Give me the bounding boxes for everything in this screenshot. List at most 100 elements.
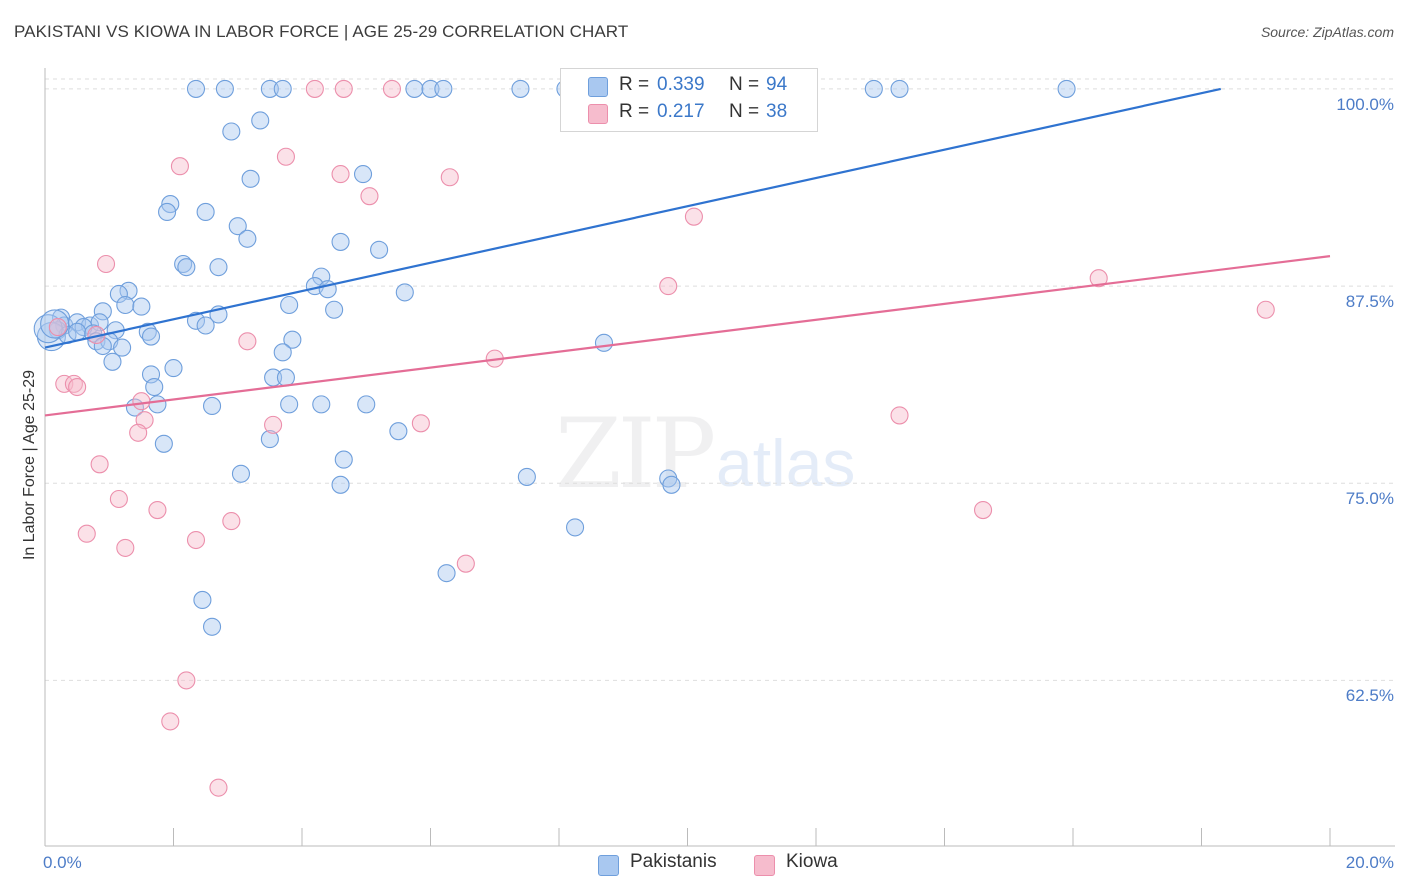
pakistanis-point bbox=[203, 396, 222, 416]
pakistanis-point bbox=[260, 79, 279, 98]
y-axis-label: In Labor Force | Age 25-29 bbox=[21, 369, 38, 561]
kiowa-point bbox=[177, 671, 196, 690]
pakistanis-point bbox=[40, 309, 70, 339]
kiowa-point bbox=[1089, 269, 1108, 288]
pakistanis-point bbox=[113, 338, 132, 357]
legend-swatch-pakistanis bbox=[588, 77, 608, 97]
pakistanis-point bbox=[434, 79, 453, 98]
kiowa-point bbox=[170, 157, 189, 176]
legend-swatch-kiowa bbox=[588, 104, 608, 124]
pakistanis-point bbox=[154, 434, 173, 453]
pakistanis-point bbox=[312, 395, 331, 414]
kiowa-point bbox=[109, 489, 128, 509]
kiowa-point bbox=[64, 374, 83, 393]
kiowa-point bbox=[116, 538, 135, 557]
pakistanis-point bbox=[353, 165, 373, 184]
pakistanis-point bbox=[241, 169, 260, 188]
kiowa-point bbox=[276, 147, 295, 166]
pakistanis-trend-line bbox=[44, 87, 1222, 349]
legend-row-pakistanis: R = 0.339 N = 94 bbox=[561, 74, 817, 100]
y-tick-label: 62.5% bbox=[1345, 686, 1394, 706]
trend-lines bbox=[44, 87, 1331, 417]
pakistanis-points bbox=[33, 79, 1076, 636]
pakistanis-point bbox=[283, 330, 302, 349]
pakistanis-point bbox=[421, 79, 440, 98]
kiowa-point bbox=[209, 778, 228, 797]
pakistanis-point bbox=[1057, 79, 1076, 98]
bottom-legend-label-pakistanis: Pakistanis bbox=[630, 851, 717, 872]
x-tick-label-max: 20.0% bbox=[1345, 853, 1394, 872]
pakistanis-point bbox=[158, 202, 177, 222]
pakistanis-point bbox=[357, 395, 376, 414]
kiowa-point bbox=[264, 415, 283, 434]
kiowa-point bbox=[411, 414, 430, 433]
x-tick-label-min: 0.0% bbox=[43, 853, 82, 872]
kiowa-point bbox=[456, 554, 475, 573]
kiowa-point bbox=[222, 512, 241, 531]
pakistanis-point bbox=[93, 302, 112, 321]
pakistanis-point bbox=[186, 311, 206, 330]
pakistanis-point bbox=[594, 333, 614, 352]
pakistanis-point bbox=[238, 229, 257, 248]
kiowa-point bbox=[148, 500, 167, 520]
kiowa-point bbox=[305, 79, 324, 98]
pakistanis-point bbox=[174, 254, 193, 274]
kiowa-point bbox=[96, 254, 116, 274]
pakistanis-point bbox=[405, 79, 424, 98]
pakistanis-point bbox=[260, 430, 279, 449]
kiowa-point bbox=[1256, 300, 1275, 319]
kiowa-point bbox=[186, 530, 206, 550]
kiowa-point bbox=[659, 277, 678, 296]
pakistanis-point bbox=[145, 377, 164, 397]
legend-n-value-pakistanis: 94 bbox=[766, 74, 788, 95]
source-label: Source: ZipAtlas.com bbox=[1260, 24, 1394, 40]
pakistanis-point bbox=[280, 295, 299, 315]
pakistanis-point bbox=[331, 475, 350, 494]
kiowa-point bbox=[382, 79, 402, 98]
pakistanis-point bbox=[566, 518, 585, 537]
kiowa-trend-line bbox=[44, 255, 1331, 417]
gridlines bbox=[45, 78, 1395, 681]
pakistanis-point bbox=[280, 395, 299, 414]
pakistanis-point bbox=[109, 284, 128, 304]
pakistanis-point bbox=[325, 300, 344, 319]
pakistanis-point bbox=[231, 464, 251, 483]
kiowa-point bbox=[684, 207, 703, 226]
pakistanis-point bbox=[890, 79, 909, 98]
legend-row-kiowa: R = 0.217 N = 38 bbox=[561, 101, 817, 127]
pakistanis-point bbox=[196, 316, 215, 335]
legend-r-value-pakistanis: 0.339 bbox=[657, 74, 705, 95]
pakistanis-point bbox=[119, 281, 138, 300]
legend-r-label: R = bbox=[619, 101, 650, 122]
y-tick-label: 87.5% bbox=[1345, 292, 1394, 312]
y-tick-label: 100.0% bbox=[1336, 94, 1394, 114]
pakistanis-point bbox=[93, 336, 112, 356]
pakistanis-point bbox=[331, 232, 350, 251]
kiowa-point bbox=[238, 332, 257, 351]
pakistanis-point bbox=[203, 617, 222, 636]
correlation-legend: R = 0.339 N = 94 R = 0.217 N = 38 bbox=[560, 68, 818, 132]
pakistanis-point bbox=[148, 395, 167, 414]
pakistanis-point bbox=[273, 343, 292, 362]
legend-r-value-kiowa: 0.217 bbox=[657, 101, 705, 122]
kiowa-point bbox=[132, 392, 151, 411]
kiowa-point bbox=[360, 187, 379, 206]
pakistanis-point bbox=[132, 297, 151, 316]
bottom-legend-label-kiowa: Kiowa bbox=[786, 851, 838, 872]
kiowa-point bbox=[331, 165, 350, 184]
axes bbox=[44, 68, 1395, 847]
watermark-zip: ZIP bbox=[555, 398, 716, 510]
chart-title: PAKISTANI VS KIOWA IN LABOR FORCE | AGE … bbox=[14, 22, 629, 41]
pakistanis-point bbox=[273, 79, 292, 98]
pakistanis-point bbox=[511, 79, 530, 98]
pakistanis-point bbox=[193, 590, 212, 610]
legend-n-value-kiowa: 38 bbox=[766, 101, 788, 122]
kiowa-point bbox=[334, 79, 353, 98]
pakistanis-point bbox=[864, 79, 883, 98]
pakistanis-point bbox=[209, 258, 228, 277]
kiowa-point bbox=[68, 377, 87, 397]
pakistanis-point bbox=[186, 79, 206, 98]
pakistanis-point bbox=[517, 467, 536, 486]
bottom-legend-swatch-kiowa bbox=[754, 855, 775, 876]
